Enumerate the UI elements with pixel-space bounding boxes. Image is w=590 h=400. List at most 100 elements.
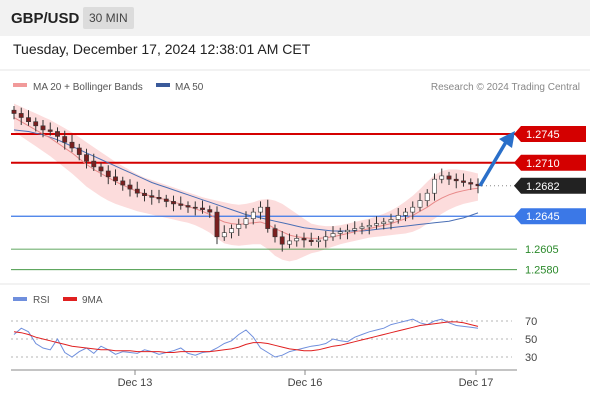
rsi-tick-30: 30 [525, 352, 537, 364]
candle-body [76, 147, 82, 155]
rsi-ma-legend-swatch [63, 297, 77, 301]
forecast-arrow [478, 131, 515, 187]
candle-body [432, 178, 437, 194]
ma20-legend-swatch [13, 83, 27, 87]
level-tag-1.2710 [514, 154, 586, 171]
candlesticks [11, 106, 481, 252]
x-axis-ticks: Dec 13 Dec 16 Dec 17 [118, 370, 494, 389]
candle-body [424, 192, 430, 201]
candle-body [439, 175, 445, 180]
top-bar: GBP/USD 30 MIN [0, 0, 590, 36]
candle-body [395, 215, 401, 220]
candle-body [308, 239, 314, 243]
candle-body [11, 109, 17, 114]
rsi-legend-swatch [13, 297, 27, 301]
candle-body [272, 228, 278, 238]
level-tag-1.2645 [514, 208, 586, 225]
rsi-tick-50: 50 [525, 334, 537, 346]
ma20-legend-label: MA 20 + Bollinger Bands [33, 82, 143, 93]
candle-body [40, 125, 46, 131]
candle-body [316, 239, 321, 243]
candle-body [388, 219, 394, 223]
candle-body [142, 192, 147, 196]
candle-body [98, 166, 104, 172]
level-label-1.2605: 1.2605 [525, 244, 559, 256]
candle-body [120, 180, 126, 186]
candle-body [229, 228, 234, 234]
candle-body [258, 206, 263, 213]
level-label-1.2645: 1.2645 [526, 211, 560, 223]
x-tick-label: Dec 16 [288, 377, 323, 389]
level-tag-1.2745 [514, 126, 586, 142]
level-label-1.2710: 1.2710 [526, 158, 560, 170]
candle-body [185, 205, 191, 208]
candle-body [279, 236, 285, 245]
forecast-arrow-shaft [478, 141, 508, 187]
candle-body [330, 233, 336, 238]
rsi-ma-line [13, 321, 479, 353]
candle-body [366, 225, 372, 228]
candle-body [352, 228, 358, 231]
x-tick-label: Dec 13 [118, 377, 153, 389]
candle-body [91, 160, 97, 168]
candle-body [192, 206, 198, 209]
candle-body [55, 131, 60, 137]
candle-body [250, 211, 256, 220]
candle-body [156, 197, 162, 200]
candle-body [163, 198, 169, 202]
ma50-legend-swatch [156, 83, 170, 87]
ma50-legend-label: MA 50 [175, 82, 204, 93]
candle-body [359, 226, 365, 229]
forecast-arrow-head [499, 131, 515, 148]
rsi-tick-70: 70 [525, 316, 537, 328]
candle-body [47, 129, 53, 132]
candle-body [374, 223, 379, 226]
level-label-1.2682: 1.2682 [526, 181, 560, 193]
candle-body [69, 141, 75, 149]
candle-body [149, 195, 155, 198]
candle-body [345, 229, 350, 233]
candle-body [417, 200, 423, 208]
candle-body [337, 231, 343, 234]
level-label-1.2745: 1.2745 [526, 129, 560, 141]
rsi-ma-legend-label: 9MA [82, 295, 103, 306]
candle-body [171, 201, 176, 205]
rsi-line [13, 318, 479, 358]
level-labels: 1.2745 1.2710 1.2682 1.2645 1.2605 1.2580 [514, 126, 586, 277]
candle-body [200, 207, 205, 210]
candle-body [403, 211, 408, 216]
chart-datetime: Tuesday, December 17, 2024 12:38:01 AM C… [13, 41, 311, 57]
candle-body [287, 240, 292, 245]
candle-body [62, 136, 68, 143]
x-tick-label: Dec 17 [459, 377, 494, 389]
candle-body [221, 232, 227, 238]
level-tag-1.2682 [514, 177, 586, 194]
candle-body [33, 121, 39, 127]
candle-body [453, 178, 459, 182]
rsi-legend-label: RSI [33, 295, 50, 306]
candle-body [446, 175, 452, 180]
candle-body [127, 184, 133, 190]
candle-body [243, 218, 249, 225]
currency-pair: GBP/USD [11, 10, 80, 27]
candle-body [214, 211, 220, 238]
bollinger-bands [14, 103, 478, 262]
candle-body [134, 188, 140, 194]
rsi-panel: 70 50 30 [11, 316, 537, 364]
candle-body [323, 236, 329, 241]
candle-body [461, 180, 466, 183]
candle-body [178, 203, 184, 206]
bollinger-band-area [14, 103, 478, 262]
level-label-1.2580: 1.2580 [525, 265, 559, 277]
candle-body [18, 113, 24, 118]
candle-body [236, 224, 242, 229]
research-credit: Research © 2024 Trading Central [431, 82, 580, 93]
candle-body [265, 206, 271, 229]
candle-body [381, 221, 387, 224]
candle-body [26, 117, 31, 122]
candle-body [294, 238, 300, 242]
candle-body [207, 209, 213, 213]
candle-body [84, 154, 89, 162]
timeframe-badge[interactable]: 30 MIN [83, 7, 134, 29]
